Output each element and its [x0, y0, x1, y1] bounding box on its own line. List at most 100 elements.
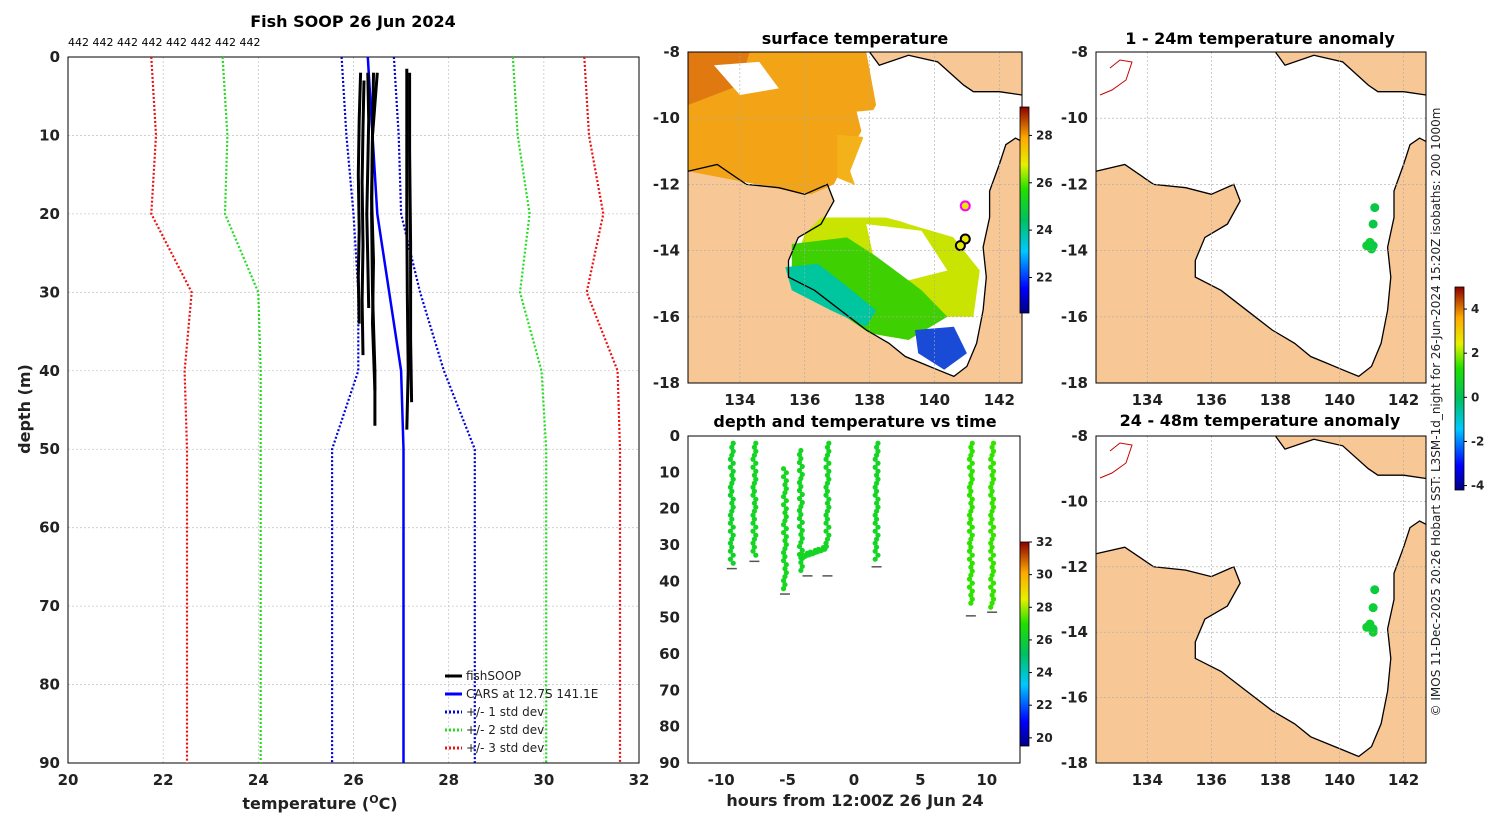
map-lat-tick-label: -10: [653, 109, 680, 127]
cast-sample-point: [968, 592, 974, 598]
cast-sample-point: [780, 586, 787, 592]
cast-sample-point: [988, 556, 994, 562]
anomaly-colorbar-tick-label: 2: [1471, 346, 1479, 360]
cast-sample-point: [990, 532, 997, 538]
map-lat-tick-label: -8: [663, 43, 680, 61]
cast-sample-point: [750, 464, 756, 470]
cast-sample-point: [750, 492, 756, 498]
cast-sample-point: [826, 532, 832, 538]
sst-cool-region: [785, 263, 877, 327]
cast-sample-point: [753, 524, 759, 530]
fishsoop-cast-line: [356, 72, 363, 324]
profile-ytick-label: 40: [39, 362, 60, 380]
fishsoop-location-marker: [954, 240, 966, 252]
std-dev-line-s1: [331, 56, 360, 763]
anom-24-48-map: 134 136 138 140 142 -8 -10 -12 -14 -16 -18: [1061, 427, 1427, 789]
map-lon-tick-label: 142: [1388, 771, 1419, 789]
cast-sample-point: [990, 476, 997, 482]
cast-sample-point: [824, 480, 831, 486]
cast-sample-point: [823, 512, 829, 518]
cast-sample-point: [989, 516, 995, 522]
cast-sample-point: [780, 494, 787, 500]
profile-legend: fishSOOP CARS at 12.7S 141.1E +/- 1 std …: [445, 669, 598, 755]
cast-sample-point: [873, 488, 880, 494]
std-dev-line-s3: [583, 56, 622, 763]
cast-sample-point: [751, 488, 758, 494]
cast-sample-point: [799, 471, 805, 478]
cast-sample-point: [823, 520, 829, 526]
cast-sample-point: [753, 504, 759, 510]
cast-sample-point: [968, 480, 974, 486]
map-lat-tick-label: -12: [1061, 175, 1088, 193]
cast-sample-point: [990, 460, 997, 466]
depth-time-colorbar-tick-label: 20: [1036, 731, 1053, 745]
map-lat-tick-label: -16: [653, 308, 680, 326]
cast-sample-point: [783, 542, 789, 548]
cast-sample-point: [796, 479, 803, 486]
depth-time-colorbar-tick-label: 22: [1036, 698, 1053, 712]
cast-sample-point: [782, 582, 788, 588]
cast-sample-point: [798, 559, 804, 566]
cast-sample-point: [727, 520, 734, 526]
cast-sample-point: [988, 492, 994, 498]
cast-sample-point: [990, 552, 997, 558]
cast-sample-point: [750, 512, 756, 518]
cast-sample-point: [824, 444, 831, 450]
cast-sample-point: [783, 498, 789, 504]
cast-sample-point: [990, 468, 997, 474]
cast-sample-point: [783, 470, 789, 476]
cast-sample-point: [873, 452, 880, 458]
cast-sample-point: [783, 562, 789, 568]
cast-sample-point: [969, 568, 975, 574]
coastline: [1095, 520, 1427, 758]
cast-sample-point: [875, 552, 881, 558]
cast-sample-point: [751, 444, 758, 450]
sst-map-title: surface temperature: [762, 29, 949, 48]
cast-sample-point: [873, 444, 880, 450]
cast-sample-point: [751, 452, 758, 458]
cast-sample-point: [730, 468, 736, 474]
cast-sample-point: [729, 544, 735, 550]
depth-time-ytick-label: 50: [659, 609, 680, 627]
cast-sample-point: [729, 500, 735, 506]
cast-sample-point: [753, 476, 759, 482]
coastline: [1095, 137, 1427, 378]
cast-sample-point: [989, 480, 995, 486]
depth-time-xtick-label: -5: [779, 771, 796, 789]
cast-sample-point: [968, 508, 974, 514]
cast-sample-point: [780, 474, 787, 480]
map-lat-tick-label: -16: [1061, 689, 1088, 707]
profile-subtitle: 442 442 442 442 442 442 442 442: [68, 36, 260, 49]
fishsoop-location-marker: [959, 200, 971, 212]
map-lon-tick-label: 142: [1388, 391, 1419, 409]
map-lon-tick-label: 136: [1196, 391, 1227, 409]
depth-time-ytick-label: 30: [659, 536, 680, 554]
cast-sample-point: [988, 584, 994, 590]
fishsoop-cast-line: [405, 68, 410, 430]
cast-sample-point: [989, 444, 995, 450]
cast-sample-point: [727, 528, 734, 534]
cast-sample-point: [990, 560, 997, 566]
cast-sample-point: [796, 515, 803, 522]
cast-sample-point: [990, 588, 997, 594]
cast-sample-point: [872, 492, 878, 498]
cast-sample-point: [727, 548, 734, 554]
cast-sample-point: [872, 512, 878, 518]
profile-plot: 20 22 24 26 28 30 32 0 10 20 30 40 50 60 70 80 90: [39, 48, 649, 789]
cast-sample-point: [968, 444, 974, 450]
cast-sample-point: [969, 560, 975, 566]
depth-time-xtick-label: 0: [849, 771, 859, 789]
depth-time-colorbar-tick-label: 28: [1036, 600, 1053, 614]
map-lat-tick-label: -18: [653, 374, 680, 392]
anomaly-point: [1368, 219, 1378, 229]
map-lon-tick-label: 142: [984, 391, 1015, 409]
profile-ytick-label: 50: [39, 440, 60, 458]
cast-sample-point: [989, 572, 995, 578]
map-lon-tick-label: 136: [789, 391, 820, 409]
sst-colorbar: [1019, 106, 1030, 314]
map-lon-tick-label: 134: [1132, 391, 1163, 409]
cast-sample-point: [782, 518, 788, 524]
cast-sample-point: [796, 459, 803, 466]
cast-sample-point: [826, 496, 832, 502]
cast-sample-point: [782, 510, 788, 516]
